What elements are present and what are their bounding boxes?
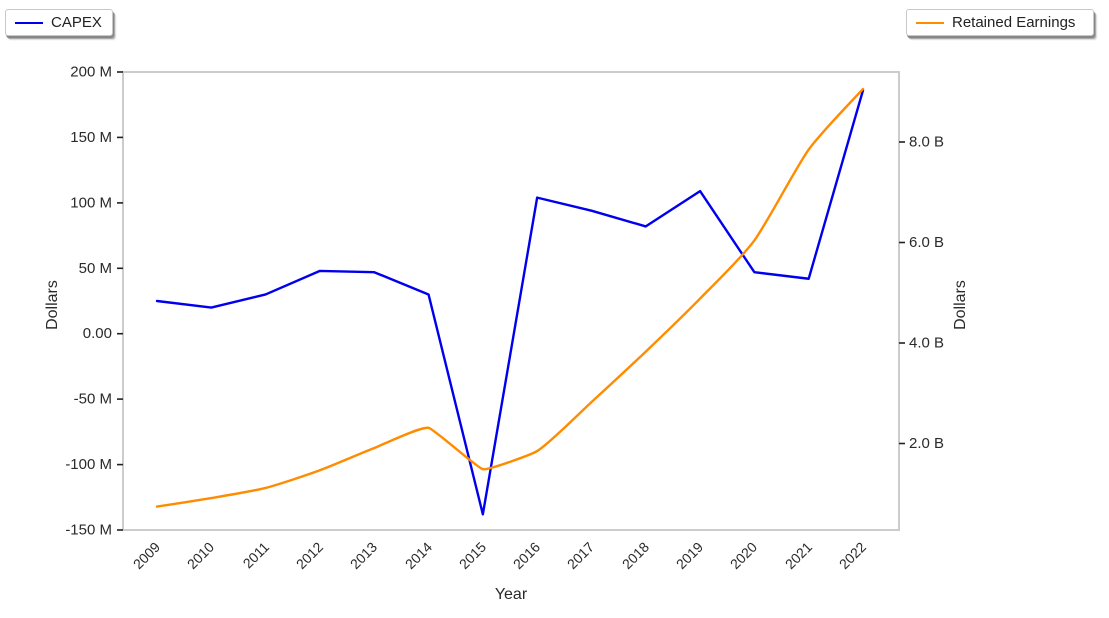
svg-text:2022: 2022 [836, 539, 869, 572]
svg-text:2016: 2016 [510, 539, 543, 572]
svg-text:50 M: 50 M [79, 260, 112, 277]
svg-text:2010: 2010 [184, 539, 217, 572]
svg-text:2011: 2011 [240, 539, 273, 572]
svg-text:2012: 2012 [293, 539, 326, 572]
svg-text:2009: 2009 [130, 539, 163, 572]
svg-text:2015: 2015 [456, 539, 489, 572]
svg-text:2020: 2020 [727, 539, 760, 572]
svg-text:0.00: 0.00 [83, 325, 112, 342]
svg-text:200 M: 200 M [70, 64, 112, 81]
svg-text:Dollars: Dollars [952, 280, 969, 330]
svg-text:2014: 2014 [402, 539, 435, 572]
svg-text:2021: 2021 [782, 539, 815, 572]
svg-text:8.0 B: 8.0 B [909, 134, 944, 151]
svg-text:2.0 B: 2.0 B [909, 435, 944, 452]
svg-text:-50 M: -50 M [74, 391, 112, 408]
svg-text:6.0 B: 6.0 B [909, 234, 944, 251]
svg-text:100 M: 100 M [70, 194, 112, 211]
svg-text:2017: 2017 [564, 539, 597, 572]
svg-text:150 M: 150 M [70, 129, 112, 146]
svg-text:Dollars: Dollars [44, 280, 61, 330]
svg-text:2018: 2018 [619, 539, 652, 572]
svg-text:-100 M: -100 M [65, 456, 112, 473]
svg-text:4.0 B: 4.0 B [909, 335, 944, 352]
svg-text:2019: 2019 [673, 539, 706, 572]
svg-text:Year: Year [495, 586, 528, 603]
svg-text:-150 M: -150 M [65, 522, 112, 539]
svg-text:2013: 2013 [347, 539, 380, 572]
